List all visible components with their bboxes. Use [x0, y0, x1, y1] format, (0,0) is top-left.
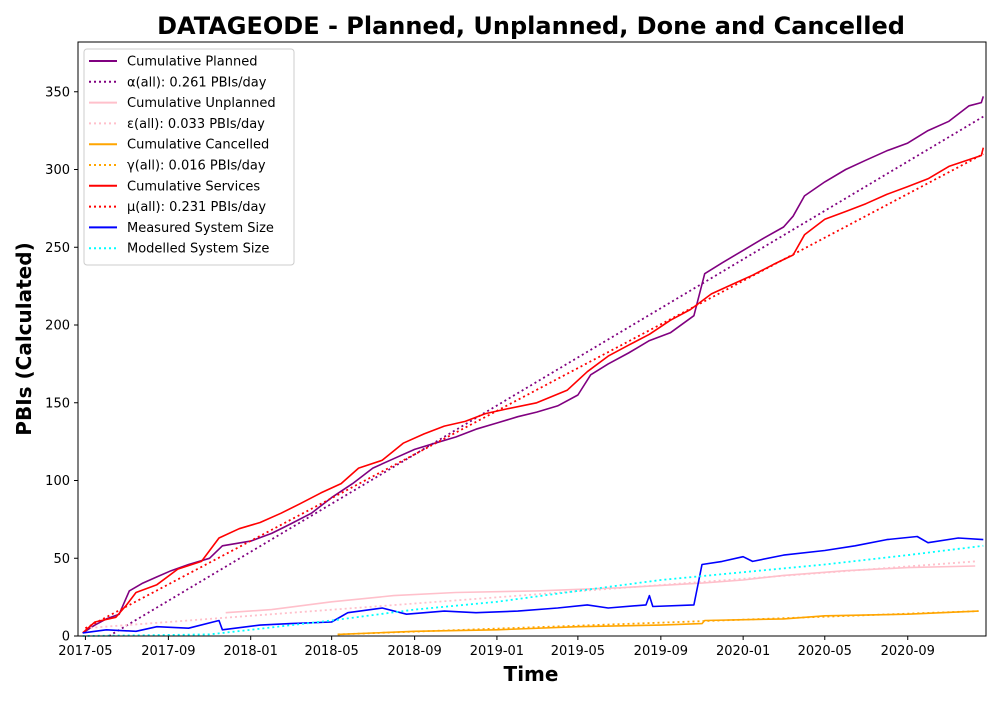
series-line-7-all-0-231-pbis-day — [84, 153, 984, 629]
x-axis-ticks: 2017-05 2017-09 2018-01 2018-05 2018-09 2019-… — [58, 636, 935, 659]
x-tick-label: 2017-09 — [141, 644, 195, 659]
x-tick-label: 2020-05 — [798, 644, 852, 659]
legend-entry-label: γ(all): 0.016 PBIs/day — [127, 159, 266, 174]
y-tick-label: 50 — [53, 552, 70, 567]
x-tick-label: 2018-05 — [304, 644, 358, 659]
y-axis-label: PBIs (Calculated) — [12, 242, 36, 435]
series-line-3-all-0-033-pbis-day — [85, 560, 976, 630]
series-line-8-measured-system-size — [82, 535, 984, 634]
chart-title: DATAGEODE - Planned, Unplanned, Done and… — [157, 12, 905, 40]
x-tick-label: 2019-01 — [470, 644, 524, 659]
series-line-5-all-0-016-pbis-day — [337, 610, 979, 636]
x-tick-label: 2019-05 — [551, 644, 605, 659]
x-tick-label: 2018-09 — [387, 644, 441, 659]
series-line-6-cumulative-services — [82, 147, 985, 634]
x-tick-label: 2018-01 — [224, 644, 278, 659]
legend-entry-label: α(all): 0.261 PBIs/day — [127, 75, 267, 90]
legend-box — [83, 48, 295, 266]
legend-entry-label: Cumulative Unplanned — [127, 96, 276, 111]
x-tick-label: 2020-01 — [716, 644, 770, 659]
series-line-0-cumulative-planned — [82, 96, 985, 634]
legend-entry-label: Modelled System Size — [127, 242, 269, 257]
plot-lines — [82, 96, 985, 637]
x-axis-label: Time — [504, 662, 559, 686]
y-axis-ticks: 0 50 100 150 200 250 300 350 — [45, 85, 78, 645]
y-tick-label: 0 — [62, 630, 70, 645]
legend-entry-label: ε(all): 0.033 PBIs/day — [127, 117, 265, 132]
y-tick-label: 100 — [45, 474, 70, 489]
x-tick-label: 2019-09 — [634, 644, 688, 659]
y-tick-label: 250 — [45, 241, 70, 256]
series-line-9-modelled-system-size — [82, 544, 984, 637]
legend-entry-label: Measured System Size — [127, 221, 274, 236]
legend: Cumulative Planned α(all): 0.261 PBIs/day… — [83, 48, 295, 266]
y-tick-label: 150 — [45, 396, 70, 411]
legend-entry-label: Cumulative Cancelled — [127, 138, 269, 153]
x-tick-label: 2017-05 — [58, 644, 112, 659]
plot-area-frame — [77, 41, 987, 637]
y-tick-label: 300 — [45, 163, 70, 178]
legend-entry-label: μ(all): 0.231 PBIs/day — [127, 200, 266, 215]
legend-entry-label: Cumulative Services — [127, 179, 260, 194]
y-tick-label: 350 — [45, 85, 70, 100]
legend-entry-label: Cumulative Planned — [127, 55, 257, 70]
y-tick-label: 200 — [45, 319, 70, 334]
x-tick-label: 2020-09 — [881, 644, 935, 659]
